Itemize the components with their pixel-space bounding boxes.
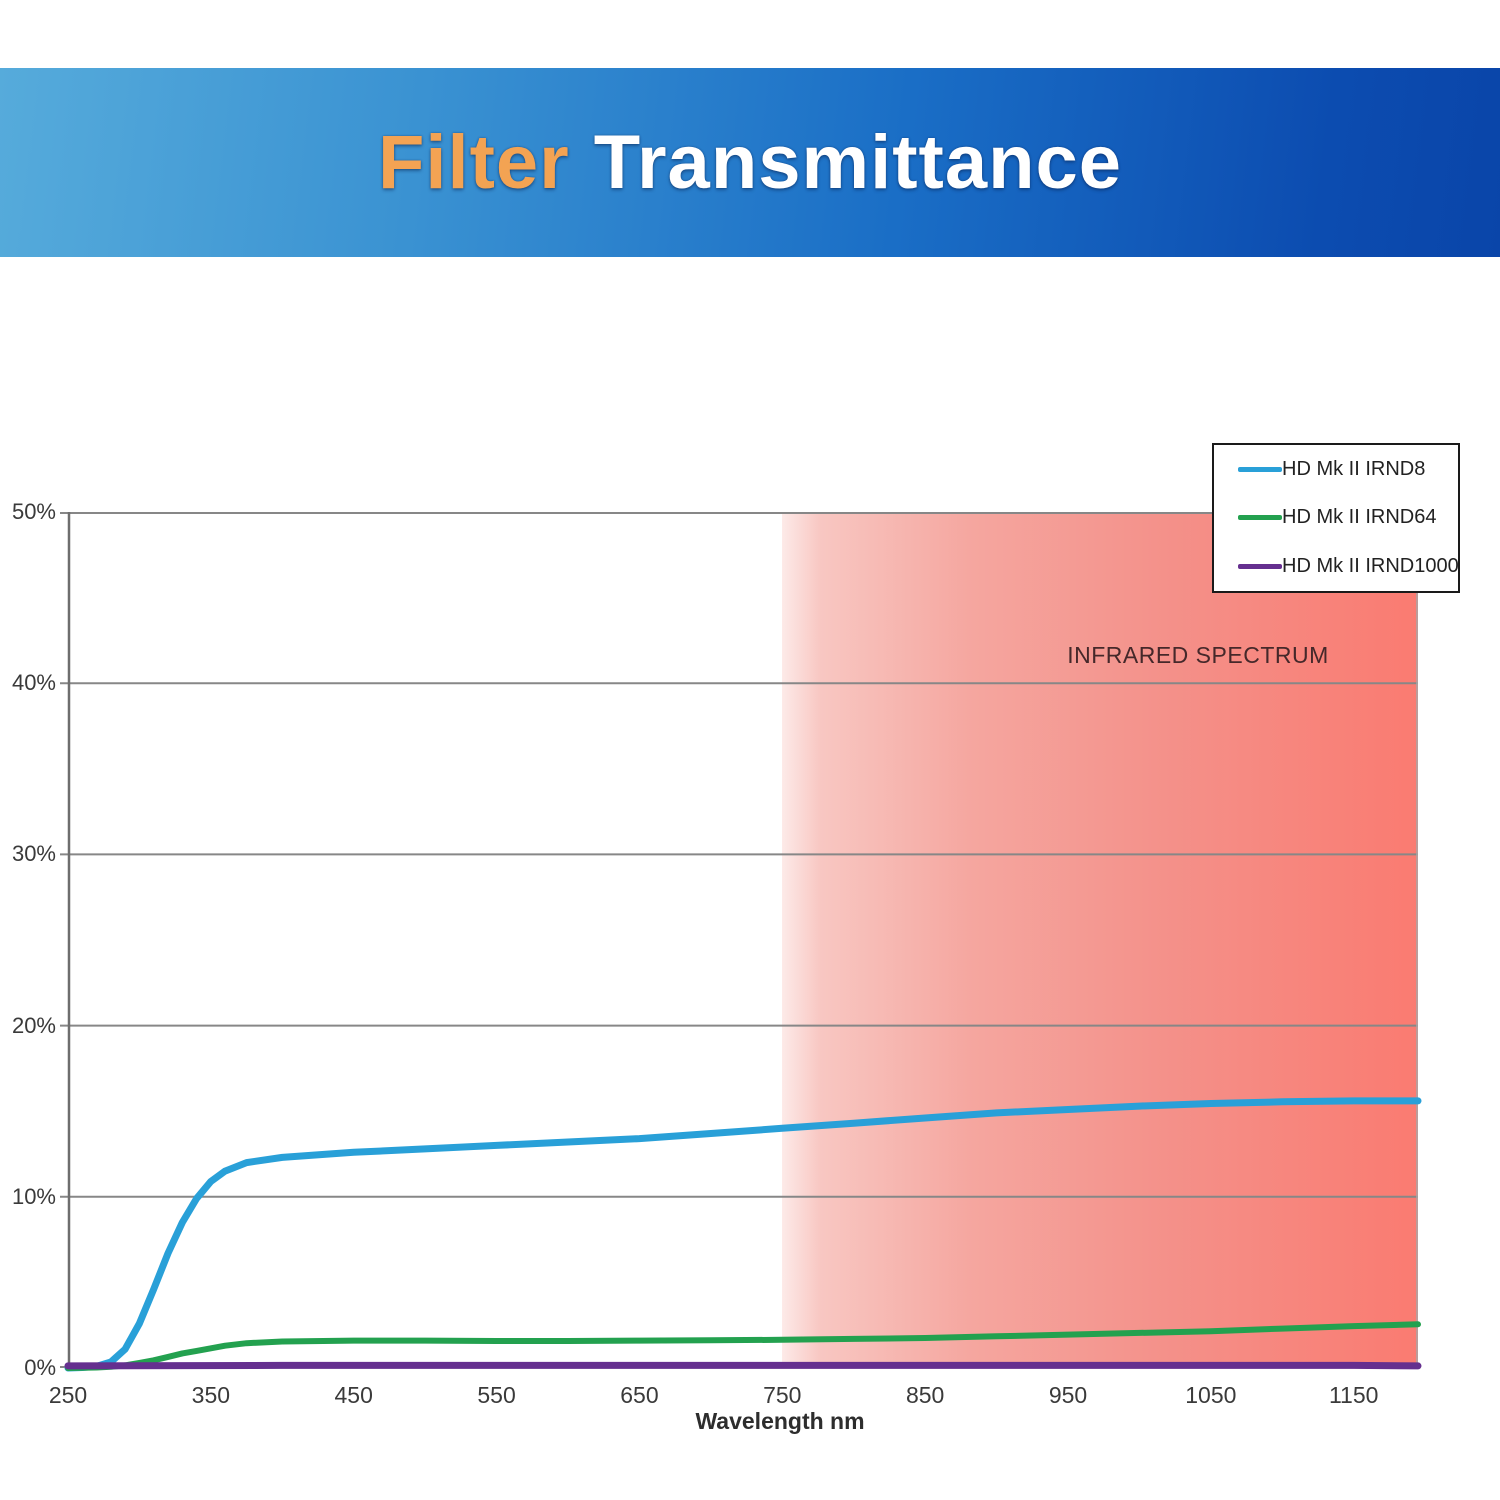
x-tick-label-650: 650 (620, 1382, 659, 1408)
x-tick-label-350: 350 (191, 1382, 231, 1408)
x-tick-label-250: 250 (48, 1382, 88, 1408)
y-tick-label-10: 10% (11, 1183, 56, 1209)
y-tick-label-0: 0% (24, 1355, 56, 1380)
chart-legend: HD Mk II IRND8 HD Mk II IRND64 HD Mk II … (1212, 443, 1460, 593)
x-tick-label-1050: 1050 (1185, 1382, 1237, 1408)
legend-line-swatch-irnd8 (1238, 466, 1282, 472)
x-tick-label-950: 950 (1048, 1382, 1088, 1408)
y-tick-label-20: 20% (11, 1012, 56, 1038)
legend-label-irnd8: HD Mk II IRND8 (1282, 457, 1426, 480)
series-line-2 (65, 1321, 1421, 1371)
series-line-1 (64, 1097, 1422, 1372)
legend-label-irnd1000: HD Mk II IRND1000 (1282, 555, 1459, 578)
x-tick-label-450: 450 (334, 1382, 373, 1408)
transmittance-chart: INFRARED SPECTRUM (60, 512, 1422, 1372)
infrared-region-label: INFRARED SPECTRUM (1067, 642, 1329, 668)
x-axis-title: Wavelength nm (695, 1408, 865, 1434)
x-tick-label-1150: 1150 (1328, 1382, 1379, 1408)
y-tick-label-30: 30% (11, 841, 56, 867)
series-line-3 (64, 1361, 1422, 1370)
y-tick-label-40: 40% (11, 670, 56, 696)
legend-item-irnd8: HD Mk II IRND8 (1214, 458, 1458, 481)
y-tick-label-50: 50% (11, 499, 56, 524)
x-tick-label-850: 850 (905, 1382, 945, 1408)
legend-item-irnd1000: HD Mk II IRND1000 (1214, 555, 1459, 578)
legend-line-swatch-irnd1000 (1238, 564, 1282, 570)
x-tick-label-550: 550 (477, 1382, 516, 1408)
header-banner: Filter Transmittance (0, 68, 1500, 257)
page-title-rest: Transmittance (593, 120, 1123, 205)
page-title: Filter Transmittance (378, 119, 1122, 206)
legend-label-irnd64: HD Mk II IRND64 (1282, 506, 1437, 529)
x-tick-label-750: 750 (763, 1382, 802, 1408)
infrared-region-shading (782, 512, 1418, 1368)
chart-canvas (60, 512, 1422, 1372)
legend-line-swatch-irnd64 (1238, 515, 1282, 521)
legend-item-irnd64: HD Mk II IRND64 (1214, 506, 1458, 529)
page-title-accent: Filter (377, 120, 570, 205)
